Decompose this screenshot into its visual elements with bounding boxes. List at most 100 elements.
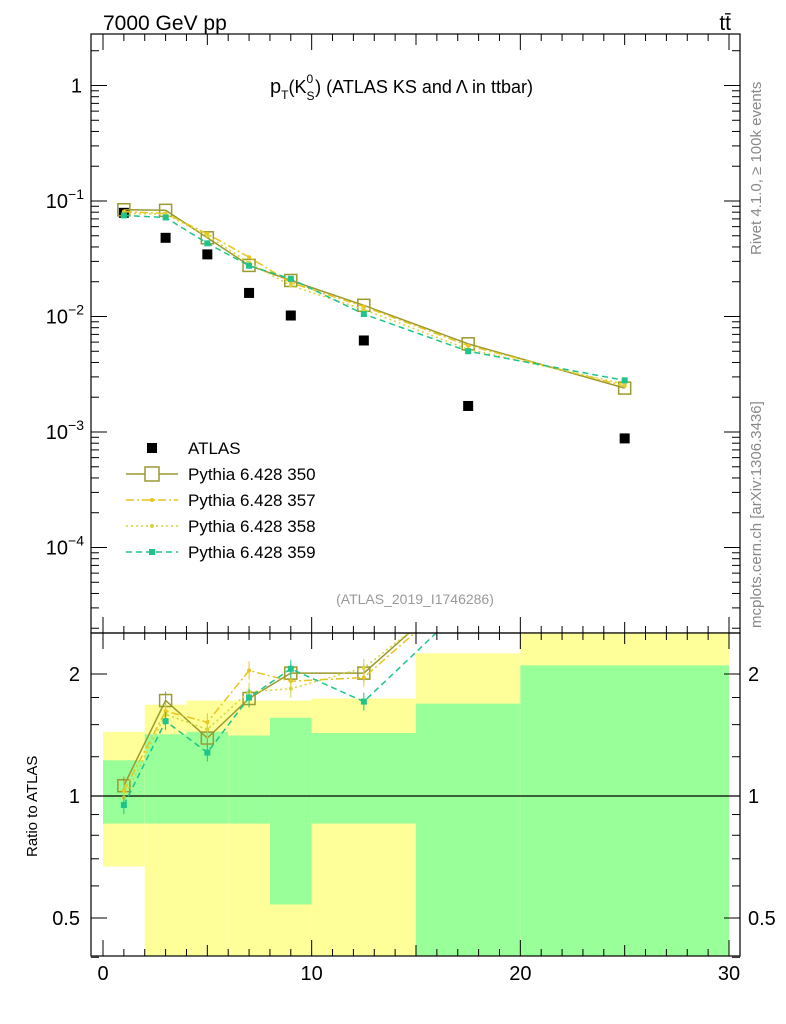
ratio-bands [91,633,740,956]
mc-point-358 [361,307,366,312]
ratio-y-tick-label-left: 2 [69,664,80,686]
legend: ATLAS Pythia 6.428 350 Pythia 6.428 357 Pyt… [126,439,316,562]
atlas-point [619,433,630,444]
main-y-tick-label: 10−3 [46,417,84,444]
main-y-tick-label: 10−1 [46,186,84,213]
ratio-point-357 [361,675,366,680]
main-y-tick-label: 1 [71,76,82,98]
ratio-point-359 [120,802,127,809]
mc-point-359 [246,262,253,269]
legend-marker-350 [144,466,160,482]
mc-point-359 [287,275,294,282]
analysis-id-label: (ATLAS_2019_I1746286) [336,591,494,607]
legend-marker-atlas [147,443,157,453]
tick-base: 10 [46,538,68,560]
title-end: in ttbar) [472,77,533,97]
legend-marker [150,524,154,528]
legend-label: Pythia 6.428 358 [188,517,316,536]
main-series-group [117,202,632,444]
ratio-point-357 [466,584,470,588]
mc-point-358 [205,233,210,238]
ratio-band-inner-4 [269,717,312,905]
tick-exponent: −1 [68,186,84,202]
ratio-band-inner-3 [228,735,270,824]
ratio-point-358 [466,584,470,588]
mc-point-357 [247,255,252,260]
ratio-x-tick-label: 0 [97,963,108,985]
ratio-point-357 [247,668,252,673]
ratio-line-0 [123,633,411,787]
ratio-point-358 [361,665,366,670]
ratio-band-inner-5 [311,733,416,824]
legend-marker-359 [149,549,155,555]
ratio-point-359 [622,588,628,594]
side-site-label: mcplots.cern.ch [arXiv:1306.3436] [748,401,765,628]
mc-line-2 [123,212,625,385]
ratio-ylabel: Ratio to ATLAS [24,756,41,857]
tick-exponent: −3 [68,417,84,433]
atlas-point [202,249,213,260]
ratio-point-358 [205,727,210,732]
ratio-axes: 0 10 20 30 2 2 1 1 0.5 0.5 [52,632,776,985]
energy-label: 7000 GeV pp [103,12,227,35]
ratio-point-358 [623,607,627,611]
atlas-point [463,400,474,411]
side-version-label: Rivet 4.1.0, ≥ 100k events [748,82,765,255]
ratio-y-tick-label-right: 0.5 [748,908,776,930]
mc-line-3 [123,214,625,382]
ratio-y-tick-label-left: 0.5 [52,908,80,930]
ratio-line-3 [123,633,438,806]
ratio-y-tick-label-right: 2 [748,664,759,686]
main-y-tick-label: 10−4 [46,533,84,560]
atlas-point [358,335,369,346]
ratio-series-group [117,575,628,815]
tick-exponent: −2 [68,302,84,318]
legend-label: Pythia 6.428 357 [188,491,316,510]
main-axes: 110−110−210−310−4 [46,33,741,634]
mc-point-357 [466,343,471,348]
ratio-point-359 [287,665,294,672]
title-rest: ) (ATLAS KS and [315,77,452,97]
ratio-band-inner-6 [416,703,521,956]
ratio-point-358 [288,686,293,691]
tick-base: 10 [46,422,68,444]
ratio-point-359 [204,749,211,756]
ratio-line-2 [123,633,410,799]
mc-point-350 [242,258,256,273]
ratio-band-inner-1 [144,734,187,824]
ratio-y-tick-label-left: 1 [69,786,80,808]
legend-label: Pythia 6.428 350 [188,465,316,484]
ratio-y-tick-label-right: 1 [748,786,759,808]
ratio-x-tick-label: 30 [718,963,740,985]
legend-marker [150,498,154,502]
legend-label: ATLAS [188,439,241,458]
title-p: p [270,76,281,98]
ratio-band-inner-7 [520,665,729,956]
title-S: S [306,89,314,103]
mc-point-358 [288,283,293,288]
title-K: (K [288,77,306,97]
legend-label: Pythia 6.428 359 [188,543,316,562]
mc-point-359 [162,214,169,221]
mc-point-359 [120,212,127,219]
mc-point-359 [465,348,472,355]
atlas-point [160,232,171,243]
mc-point-359 [360,311,367,318]
ratio-x-tick-label: 10 [301,963,323,985]
ratio-point-357 [623,613,627,617]
mc-point-359 [621,377,628,384]
ratio-point-359 [360,698,367,705]
mc-line-0 [123,208,625,389]
ratio-point-359 [246,694,253,701]
atlas-point [244,287,255,298]
process-label: tt̄ [719,12,731,35]
tick-base: 10 [46,307,68,329]
mc-line-1 [123,210,625,387]
ratio-point-350 [462,575,474,587]
title-T: T [281,88,289,102]
ratio-x-tick-label: 20 [509,963,531,985]
atlas-point [285,310,296,321]
mc-point-357 [361,304,366,309]
